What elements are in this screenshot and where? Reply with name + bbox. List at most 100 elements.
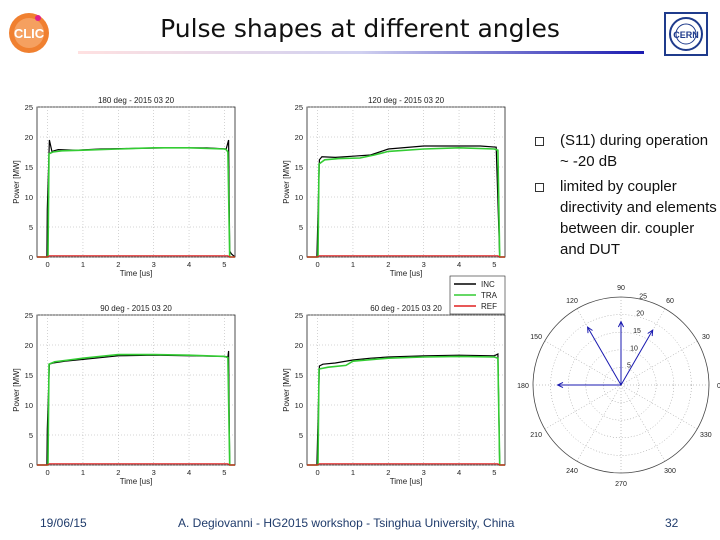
series-line-ref bbox=[37, 255, 235, 258]
y-tick-label: 0 bbox=[29, 253, 33, 262]
x-tick-label: 0 bbox=[316, 260, 320, 269]
plot-title: 120 deg - 2015 03 20 bbox=[368, 96, 445, 105]
x-tick-label: 3 bbox=[152, 260, 156, 269]
cern-logo-text: CERN bbox=[673, 30, 699, 40]
y-tick-label: 0 bbox=[299, 461, 303, 470]
series-line-tra bbox=[37, 147, 235, 258]
polar-angle-label: 120 bbox=[566, 298, 578, 305]
page-number: 32 bbox=[665, 516, 679, 530]
series-line-ref bbox=[307, 463, 505, 466]
plot-area bbox=[36, 314, 236, 466]
x-tick-label: 3 bbox=[422, 260, 426, 269]
y-tick-label: 25 bbox=[25, 311, 33, 320]
polar-angle-label: 300 bbox=[664, 468, 676, 475]
series-line-inc bbox=[307, 353, 505, 466]
polar-angle-label: 0 bbox=[717, 383, 720, 390]
x-tick-label: 5 bbox=[222, 260, 226, 269]
clic-logo-text: CLIC bbox=[14, 26, 45, 41]
polar-vector bbox=[620, 329, 654, 386]
footer-date: 19/06/15 bbox=[40, 516, 87, 530]
plot-area bbox=[36, 106, 236, 258]
x-tick-label: 2 bbox=[386, 260, 390, 269]
y-tick-label: 5 bbox=[299, 431, 303, 440]
x-tick-label: 4 bbox=[187, 468, 191, 477]
bullet-item: (S11) during operation ~ -20 dB bbox=[533, 130, 718, 172]
polar-arrowhead bbox=[556, 381, 564, 389]
clic-logo: CLIC bbox=[9, 13, 49, 53]
y-tick-label: 15 bbox=[25, 163, 33, 172]
polar-angle-label: 210 bbox=[530, 432, 542, 439]
polar-angle-label: 180 bbox=[517, 383, 529, 390]
series-line-ref bbox=[307, 255, 505, 258]
polar-angle-label: 240 bbox=[566, 468, 578, 475]
x-axis-label: Time [us] bbox=[390, 269, 423, 278]
x-tick-label: 3 bbox=[422, 468, 426, 477]
polar-angle-label: 330 bbox=[700, 432, 712, 439]
y-tick-label: 0 bbox=[29, 461, 33, 470]
legend-label: INC bbox=[481, 280, 495, 289]
y-tick-label: 15 bbox=[25, 371, 33, 380]
bullet-square-icon bbox=[535, 183, 544, 192]
polar-arrowhead bbox=[587, 326, 593, 334]
series-line-tra bbox=[307, 355, 505, 466]
polar-vector bbox=[587, 326, 622, 386]
bullet-square-icon bbox=[535, 137, 544, 146]
x-tick-label: 5 bbox=[492, 260, 496, 269]
y-axis-label: Power [MW] bbox=[282, 160, 291, 204]
y-tick-label: 25 bbox=[295, 103, 303, 112]
slide-title: Pulse shapes at different angles bbox=[160, 14, 560, 43]
title-underline bbox=[78, 51, 644, 54]
x-tick-label: 5 bbox=[222, 468, 226, 477]
y-tick-label: 5 bbox=[29, 223, 33, 232]
y-axis-label: Power [MW] bbox=[12, 368, 21, 412]
x-tick-label: 0 bbox=[46, 260, 50, 269]
y-tick-label: 20 bbox=[25, 341, 33, 350]
polar-arrowhead bbox=[647, 329, 654, 337]
x-tick-label: 4 bbox=[457, 468, 461, 477]
y-tick-label: 25 bbox=[295, 311, 303, 320]
plot-title: 60 deg - 2015 03 20 bbox=[370, 304, 442, 313]
x-axis-label: Time [us] bbox=[120, 269, 153, 278]
footer-center: A. Degiovanni - HG2015 workshop - Tsingh… bbox=[178, 516, 515, 530]
polar-radius-label: 20 bbox=[636, 311, 644, 318]
x-tick-label: 3 bbox=[152, 468, 156, 477]
bullet-text: limited by coupler directivity and eleme… bbox=[560, 178, 717, 258]
x-tick-label: 5 bbox=[492, 468, 496, 477]
x-tick-label: 1 bbox=[351, 260, 355, 269]
polar-angle-label: 150 bbox=[530, 334, 542, 341]
polar-radius-label: 10 bbox=[630, 345, 638, 352]
series-line-ref bbox=[37, 463, 235, 466]
x-tick-label: 2 bbox=[116, 468, 120, 477]
x-tick-label: 0 bbox=[316, 468, 320, 477]
y-axis-label: Power [MW] bbox=[282, 368, 291, 412]
polar-arrowhead bbox=[617, 320, 625, 328]
polar-angle-label: 60 bbox=[666, 298, 674, 305]
series-line-tra bbox=[37, 353, 235, 466]
x-tick-label: 1 bbox=[81, 468, 85, 477]
x-tick-label: 4 bbox=[187, 260, 191, 269]
x-tick-label: 1 bbox=[81, 260, 85, 269]
x-tick-label: 0 bbox=[46, 468, 50, 477]
bullet-text: (S11) during operation ~ -20 dB bbox=[560, 132, 709, 170]
y-tick-label: 10 bbox=[25, 193, 33, 202]
y-tick-label: 10 bbox=[295, 193, 303, 202]
plot-title: 90 deg - 2015 03 20 bbox=[100, 304, 172, 313]
y-tick-label: 15 bbox=[295, 371, 303, 380]
y-tick-label: 15 bbox=[295, 163, 303, 172]
x-axis-label: Time [us] bbox=[390, 477, 423, 486]
x-tick-label: 1 bbox=[351, 468, 355, 477]
bullet-item: limited by coupler directivity and eleme… bbox=[533, 176, 718, 260]
y-tick-label: 5 bbox=[29, 431, 33, 440]
bullet-list: (S11) during operation ~ -20 dB limited … bbox=[533, 130, 718, 264]
polar-angle-label: 90 bbox=[617, 285, 625, 292]
legend-label: TRA bbox=[481, 291, 498, 300]
plot-title: 180 deg - 2015 03 20 bbox=[98, 96, 175, 105]
polar-radius-label: 15 bbox=[633, 328, 641, 335]
plot-area bbox=[306, 314, 506, 466]
plot-area bbox=[306, 106, 506, 258]
x-tick-label: 4 bbox=[457, 260, 461, 269]
cern-logo: CERN bbox=[664, 12, 708, 56]
y-tick-label: 20 bbox=[295, 341, 303, 350]
y-tick-label: 5 bbox=[299, 223, 303, 232]
